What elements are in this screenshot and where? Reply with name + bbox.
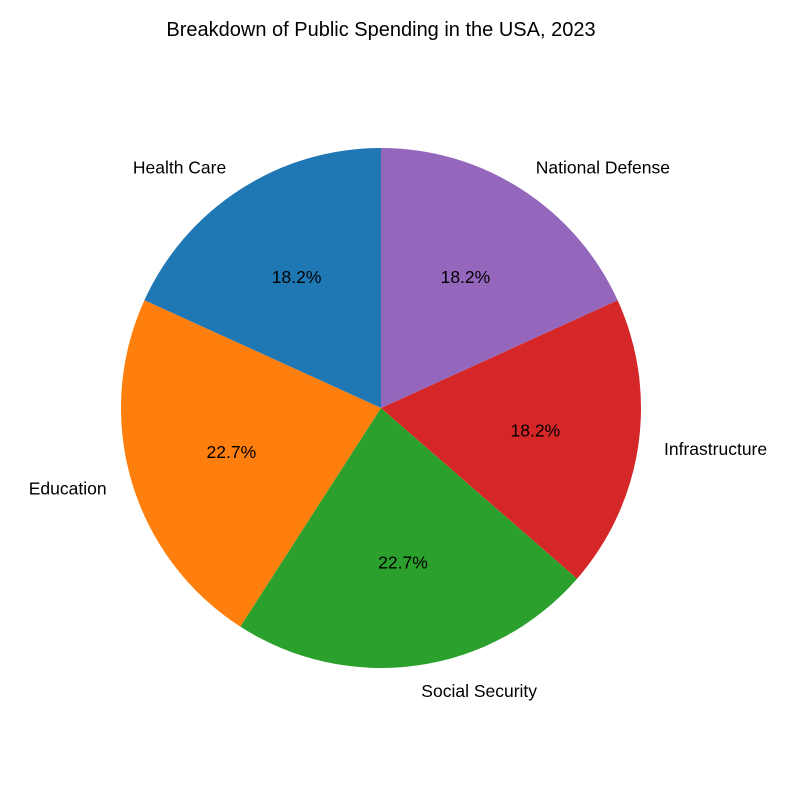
pie-labels: 18.2% Health Care 22.7% Education 22.7% Socia… bbox=[29, 157, 767, 701]
chart-title: Breakdown of Public Spending in the USA,… bbox=[166, 19, 595, 41]
pie-percent-label-social-security: 22.7% bbox=[378, 552, 428, 572]
pie-slice-education bbox=[120, 300, 381, 627]
pie-category-label-health-care: Health Care bbox=[133, 157, 226, 177]
pie-slice-social-security bbox=[240, 408, 578, 668]
pie-category-label-education: Education bbox=[29, 479, 107, 499]
pie-category-label-social-security: Social Security bbox=[421, 681, 537, 701]
pie-category-label-infrastructure: Infrastructure bbox=[664, 439, 767, 459]
pie-slice-health-care bbox=[144, 148, 381, 408]
pie-percent-label-education: 22.7% bbox=[207, 442, 257, 462]
pie-category-label-national-defense: National Defense bbox=[536, 157, 670, 177]
pie-slice-infrastructure bbox=[381, 300, 641, 579]
pie-slices bbox=[120, 148, 641, 668]
pie-percent-label-infrastructure: 18.2% bbox=[511, 420, 561, 440]
pie-percent-label-national-defense: 18.2% bbox=[441, 267, 491, 287]
pie-slice-national-defense bbox=[381, 148, 618, 408]
pie-percent-label-health-care: 18.2% bbox=[272, 267, 322, 287]
